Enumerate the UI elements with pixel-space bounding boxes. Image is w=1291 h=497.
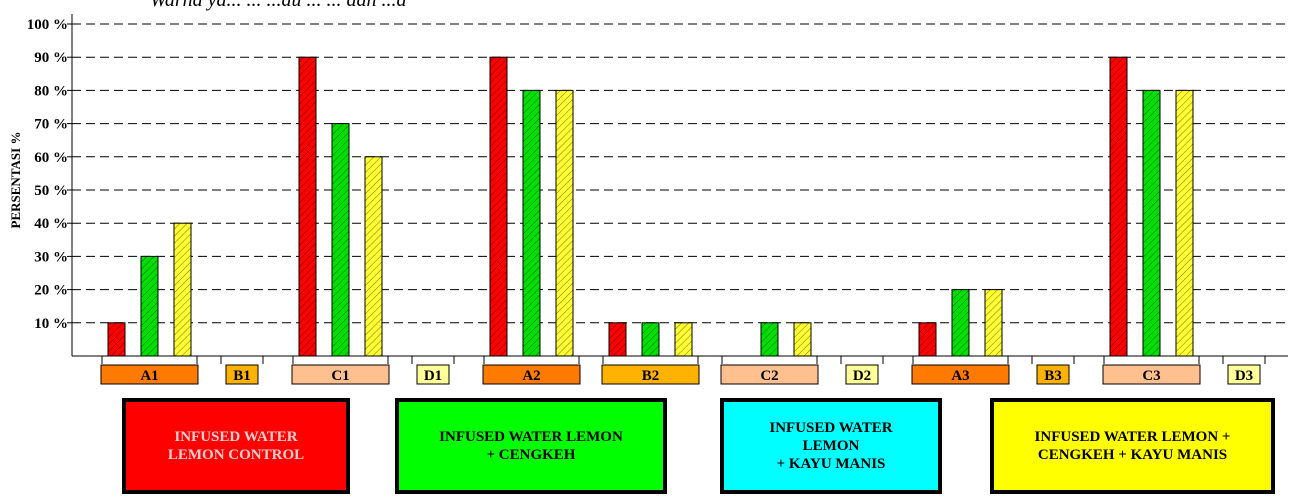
y-tick-label: 40 % <box>34 216 68 232</box>
category-badge <box>911 364 1010 385</box>
category-badge <box>845 364 879 385</box>
treatment-box-1: INFUSED WATER LEMON CONTROL <box>122 398 350 494</box>
category-label-a3: A3 <box>951 368 969 384</box>
y-tick-labels: 10 % 20 % 30 % 40 % 50 % 60 % 70 % 80 % 90 % 100 … <box>27 17 68 332</box>
bar-hatch <box>299 57 316 356</box>
bar-hatch <box>952 289 969 356</box>
category-label-c1: C1 <box>331 368 349 384</box>
category-label-d1: D1 <box>424 368 442 384</box>
category-badge <box>1036 364 1070 385</box>
category-label-c3: C3 <box>1142 368 1160 384</box>
treatment-box-4: INFUSED WATER LEMON + CENGKEH + KAYU MAN… <box>990 398 1275 494</box>
category-label-b2: B2 <box>642 368 660 384</box>
y-tick-label: 70 % <box>34 117 68 133</box>
category-label-a2: A2 <box>522 368 540 384</box>
bar-hatch <box>794 322 811 356</box>
bar-hatch <box>675 322 692 356</box>
treatment-box-3: INFUSED WATER LEMON + KAYU MANIS <box>720 398 942 494</box>
bar-hatch <box>985 289 1002 356</box>
category-label-b1: B1 <box>233 368 251 384</box>
bar-hatch <box>108 322 125 356</box>
y-tick-label: 80 % <box>34 83 68 99</box>
category-labels: A1B1C1D1A2B2C2D2A3B3C3D3A4B4C4D4 <box>100 364 1261 385</box>
bar-hatch <box>1176 90 1193 357</box>
category-badge <box>720 364 819 385</box>
y-tick-label: 10 % <box>34 316 68 332</box>
y-tick-label: 90 % <box>34 50 68 66</box>
bar-hatch <box>365 156 382 356</box>
y-axis-label: PERSENTASI % <box>8 132 23 229</box>
y-tick-label: 30 % <box>34 249 68 265</box>
bar-hatch <box>609 322 626 356</box>
grid-lines <box>67 23 1288 324</box>
treatment-box-2: INFUSED WATER LEMON + CENGKEH <box>395 398 667 494</box>
y-tick-label: 20 % <box>34 283 68 299</box>
bar-hatch <box>761 322 778 356</box>
bar-hatch <box>919 322 936 356</box>
y-tick-label: 100 % <box>27 17 68 33</box>
header-fragment: Warna ya... ... ...au ... ... dan ...a <box>150 0 406 11</box>
bar-hatch <box>490 57 507 356</box>
bar-hatch <box>174 223 191 356</box>
category-badge <box>482 364 581 385</box>
category-badge <box>1227 364 1261 385</box>
category-label-d2: D2 <box>853 368 871 384</box>
category-badge <box>416 364 450 385</box>
bar-hatch <box>1143 90 1160 357</box>
category-badge <box>291 364 390 385</box>
category-label-b3: B3 <box>1044 368 1062 384</box>
category-badge <box>1102 364 1201 385</box>
category-badge <box>601 364 700 385</box>
bar-hatch <box>332 123 349 356</box>
y-tick-label: 50 % <box>34 183 68 199</box>
axes <box>71 14 1288 364</box>
category-label-a1: A1 <box>140 368 158 384</box>
category-label-c2: C2 <box>760 368 778 384</box>
category-badge <box>225 364 259 385</box>
bar-hatch <box>556 90 573 357</box>
bar-hatch <box>642 322 659 356</box>
bar-hatch <box>523 90 540 357</box>
bar-hatch <box>141 256 158 356</box>
y-tick-label: 60 % <box>34 150 68 166</box>
category-badge <box>100 364 199 385</box>
bar-hatch <box>1110 57 1127 356</box>
bars <box>107 56 1194 357</box>
category-label-d3: D3 <box>1235 368 1253 384</box>
